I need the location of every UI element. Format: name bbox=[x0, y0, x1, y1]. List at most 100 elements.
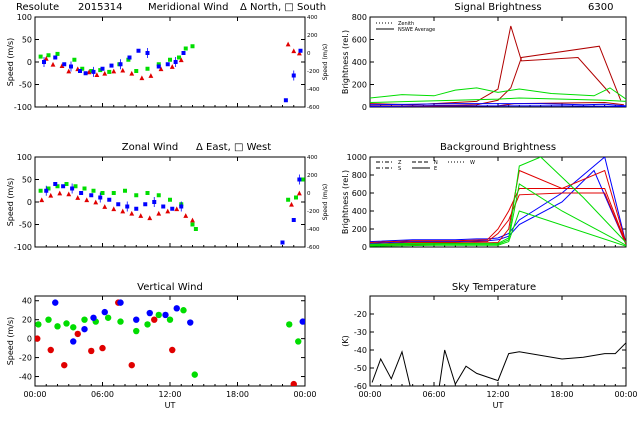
meridional-point bbox=[156, 64, 161, 69]
zonal-point bbox=[300, 177, 305, 182]
zonal-point bbox=[190, 217, 195, 223]
vertical-point bbox=[63, 320, 70, 327]
skytemp-ylabel: (K) bbox=[341, 335, 350, 347]
meridional-y2tick-label: 200 bbox=[307, 33, 318, 39]
vertical-point bbox=[128, 361, 135, 369]
skytemp-ytick-label: -30 bbox=[354, 328, 367, 337]
vertical-point bbox=[52, 299, 59, 306]
meridional-point bbox=[38, 54, 43, 59]
vertical-point bbox=[180, 307, 187, 314]
meridional-point bbox=[136, 48, 141, 53]
meridional-point bbox=[181, 51, 186, 55]
vertical-point bbox=[133, 327, 140, 335]
zonal-point bbox=[286, 197, 291, 202]
signal-series-line bbox=[370, 105, 626, 107]
vertical-point bbox=[88, 347, 95, 355]
zonal-point bbox=[170, 206, 175, 211]
zonal-point bbox=[75, 195, 81, 200]
zonal-y2tick-label: -400 bbox=[307, 227, 320, 233]
zonal-point bbox=[156, 210, 162, 216]
vertical-point bbox=[35, 335, 41, 342]
meridional-data bbox=[38, 41, 303, 103]
zonal-ytick-label: -50 bbox=[19, 221, 32, 230]
background-ytick-label: 0 bbox=[362, 243, 367, 252]
vertical-point bbox=[155, 311, 162, 319]
meridional-panel: -100 -50 0 50 100 Speed (m/s) -600 -400 -200 0 200… bbox=[6, 13, 329, 112]
vertical-point bbox=[70, 338, 77, 345]
vertical-point bbox=[169, 346, 176, 354]
signal-series-line bbox=[370, 97, 626, 103]
meridional-point bbox=[102, 70, 108, 76]
zonal-y2tick-label: -200 bbox=[307, 209, 320, 215]
zonal-point bbox=[100, 191, 105, 195]
signal-ytick-label: 200 bbox=[352, 81, 367, 90]
vertical-ytick-label: -20 bbox=[19, 354, 32, 363]
background-series-line bbox=[370, 210, 626, 247]
zonal-point bbox=[64, 182, 69, 186]
vertical-point bbox=[70, 324, 77, 331]
vertical-point bbox=[101, 308, 108, 316]
vertical-point bbox=[299, 318, 305, 325]
date-label: 2015314 bbox=[78, 2, 123, 13]
zonal-point bbox=[145, 191, 150, 195]
signal-ytick-label: 400 bbox=[352, 58, 367, 67]
skytemp-xtick-label: 06:00 bbox=[422, 390, 445, 399]
zonal-point bbox=[61, 184, 66, 189]
signal-series-line bbox=[370, 87, 626, 100]
background-series-line bbox=[370, 188, 626, 244]
meridional-ytick-label: -50 bbox=[19, 81, 32, 90]
zonal-point bbox=[190, 222, 195, 227]
vertical-point bbox=[61, 361, 68, 369]
signal-series-line bbox=[370, 25, 611, 106]
vertical-point bbox=[35, 321, 42, 328]
skytemp-title: Sky Temperature bbox=[452, 282, 536, 293]
meridional-point bbox=[59, 63, 65, 68]
zonal-point bbox=[168, 197, 172, 202]
background-ytick-label: 400 bbox=[352, 207, 367, 216]
meridional-y2label: Speed (m/s) bbox=[322, 44, 329, 80]
background-series-line bbox=[370, 183, 626, 246]
meridional-y2tick-label: -600 bbox=[307, 105, 320, 111]
meridional-frame bbox=[34, 16, 306, 108]
meridional-y2tick-label: -200 bbox=[307, 69, 320, 75]
zonal-point bbox=[57, 190, 63, 196]
meridional-point bbox=[139, 75, 145, 81]
zonal-point bbox=[147, 215, 153, 221]
zonal-data bbox=[38, 174, 305, 245]
zonal-point bbox=[174, 206, 180, 212]
zonal-y2label: Speed (m/s) bbox=[322, 184, 329, 220]
skytemp-frame bbox=[369, 295, 627, 387]
meridional-point bbox=[129, 70, 135, 76]
zonal-point bbox=[84, 197, 90, 203]
zonal-point bbox=[91, 188, 96, 193]
zonal-point bbox=[111, 191, 116, 195]
signal-series-line bbox=[370, 45, 622, 107]
meridional-y2tick-label: -400 bbox=[307, 87, 320, 93]
vertical-point bbox=[295, 338, 302, 345]
meridional-point bbox=[50, 61, 56, 67]
background-series-line bbox=[370, 169, 626, 245]
meridional-point bbox=[94, 72, 100, 77]
zonal-point bbox=[48, 192, 54, 198]
zonal-ytick-label: 0 bbox=[27, 198, 32, 207]
zonal-y2tick-label: 400 bbox=[307, 155, 318, 161]
vertical-ylabel: Speed (m/s) bbox=[6, 317, 15, 366]
zonal-legend: Δ East, □ West bbox=[196, 142, 271, 153]
meridional-point bbox=[148, 73, 154, 78]
meridional-point bbox=[291, 48, 297, 54]
background-ytick-label: 1000 bbox=[347, 153, 367, 162]
vertical-ytick-label: 40 bbox=[22, 297, 32, 306]
meridional-point bbox=[190, 44, 195, 49]
zonal-point bbox=[66, 191, 72, 197]
vertical-point bbox=[117, 299, 124, 306]
meridional-point bbox=[165, 62, 170, 67]
skytemp-xtick-label: 12:00 bbox=[486, 390, 509, 399]
meridional-point bbox=[53, 55, 58, 60]
vertical-point bbox=[290, 380, 297, 386]
zonal-point bbox=[193, 227, 198, 231]
meridional-ylabel: Speed (m/s) bbox=[6, 38, 15, 87]
vertical-ytick-label: -40 bbox=[19, 373, 32, 382]
vertical-ytick-label: 0 bbox=[27, 335, 32, 344]
zonal-point bbox=[79, 191, 84, 195]
